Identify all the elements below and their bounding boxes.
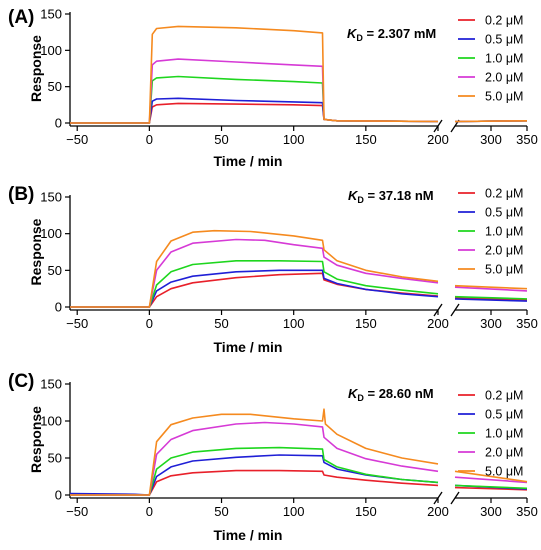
series-line-0-after-break <box>454 297 528 301</box>
y-tick-label: 150 <box>40 190 62 205</box>
x-axis-label: Time / min <box>214 527 283 543</box>
x-tick-label: −50 <box>66 504 88 519</box>
x-tick-label: 200 <box>427 504 449 519</box>
x-tick-label: 0 <box>146 504 153 519</box>
y-axis-label: Response <box>28 35 44 102</box>
legend-label: 0.2 μM <box>485 187 523 201</box>
legend-label: 0.5 μM <box>485 33 523 47</box>
x-tick-label: 300 <box>480 504 502 519</box>
legend-label: 1.0 μM <box>485 52 523 66</box>
x-axis-label: Time / min <box>214 153 283 169</box>
series-line-3 <box>70 421 439 496</box>
y-tick-label: 150 <box>40 7 62 22</box>
legend-label: 2.0 μM <box>485 71 523 85</box>
series-line-4-after-break <box>454 120 528 123</box>
x-tick-label: 50 <box>214 504 228 519</box>
x-axis-label: Time / min <box>214 339 283 355</box>
x-tick-label: 300 <box>480 316 502 331</box>
y-tick-label: 50 <box>48 451 62 466</box>
kd-annotation: KD = 28.60 nM <box>348 386 434 403</box>
x-tick-label: 350 <box>516 504 538 519</box>
series-line-0 <box>70 272 439 308</box>
series-line-3 <box>70 58 439 124</box>
x-tick-label: 150 <box>355 504 377 519</box>
legend-label: 0.5 μM <box>485 206 523 220</box>
y-axis-label: Response <box>28 218 44 285</box>
chart-panel-0: (A) 0 50 100 150 −50 0 50 100 150 200 300 350 Time / … <box>8 7 538 170</box>
series-line-2-after-break <box>454 484 528 490</box>
series-line-0-after-break <box>454 486 528 491</box>
x-tick-label: 300 <box>480 132 502 147</box>
x-tick-label: 0 <box>146 132 153 147</box>
y-tick-label: 0 <box>55 488 62 503</box>
legend-label: 5.0 μM <box>485 263 523 277</box>
series-line-1 <box>70 269 439 308</box>
x-tick-label: 100 <box>283 132 305 147</box>
x-tick-label: 50 <box>214 132 228 147</box>
series-line-4 <box>70 25 439 124</box>
x-tick-label: 150 <box>355 132 377 147</box>
series-line-1 <box>69 454 439 496</box>
panel-label: (B) <box>8 184 34 205</box>
series-line-2-after-break <box>454 295 528 300</box>
x-tick-label: 100 <box>283 504 305 519</box>
legend-label: 2.0 μM <box>485 244 523 258</box>
legend-label: 5.0 μM <box>485 465 523 479</box>
series-line-0 <box>70 102 439 124</box>
series-line-4 <box>70 229 439 308</box>
series-line-1 <box>70 97 439 124</box>
x-tick-label: 200 <box>427 316 449 331</box>
legend-label: 0.2 μM <box>485 389 523 403</box>
y-tick-label: 100 <box>40 226 62 241</box>
y-axis-label: Response <box>28 406 44 473</box>
legend-label: 2.0 μM <box>485 446 523 460</box>
series-line-4-after-break <box>454 470 528 483</box>
y-tick-label: 0 <box>55 300 62 315</box>
y-tick-label: 150 <box>40 377 62 392</box>
x-tick-label: 100 <box>283 316 305 331</box>
series-line-2 <box>70 260 439 308</box>
legend-label: 1.0 μM <box>485 427 523 441</box>
series-line-3-after-break <box>454 286 528 292</box>
series-line-0 <box>70 469 439 496</box>
series-line-2 <box>70 446 439 496</box>
legend-label: 0.5 μM <box>485 408 523 422</box>
kd-annotation: KD = 37.18 nM <box>348 188 434 205</box>
chart-panel-2: (C) 0 50 100 150 −50 0 50 100 150 200 300 350 Time / … <box>8 371 538 543</box>
chart-panel-1: (B) 0 50 100 150 −50 0 50 100 150 200 300 350 Time / … <box>8 184 538 355</box>
series-line-4 <box>70 408 439 496</box>
x-tick-label: −50 <box>66 132 88 147</box>
x-tick-label: 200 <box>427 132 449 147</box>
series-line-3-after-break <box>454 476 528 484</box>
x-tick-label: 0 <box>146 316 153 331</box>
x-tick-label: 50 <box>214 316 228 331</box>
series-line-1-after-break <box>454 298 528 302</box>
series-line-2 <box>70 75 439 124</box>
kd-annotation: KD = 2.307 mM <box>347 26 436 43</box>
x-tick-label: 350 <box>516 132 538 147</box>
legend-label: 0.2 μM <box>485 14 523 28</box>
x-tick-label: 150 <box>355 316 377 331</box>
y-tick-label: 0 <box>55 116 62 131</box>
x-tick-label: 350 <box>516 316 538 331</box>
legend-label: 1.0 μM <box>485 225 523 239</box>
series-line-3 <box>70 238 439 308</box>
y-tick-label: 50 <box>48 263 62 278</box>
panel-label: (C) <box>8 371 34 392</box>
y-tick-label: 100 <box>40 43 62 58</box>
axis-break-mark <box>450 491 460 505</box>
panel-label: (A) <box>8 7 34 28</box>
series-line-4-after-break <box>454 284 528 290</box>
axis-break-mark <box>450 303 460 317</box>
y-tick-label: 50 <box>48 79 62 94</box>
legend-label: 5.0 μM <box>485 90 523 104</box>
y-tick-label: 100 <box>40 414 62 429</box>
x-tick-label: −50 <box>66 316 88 331</box>
